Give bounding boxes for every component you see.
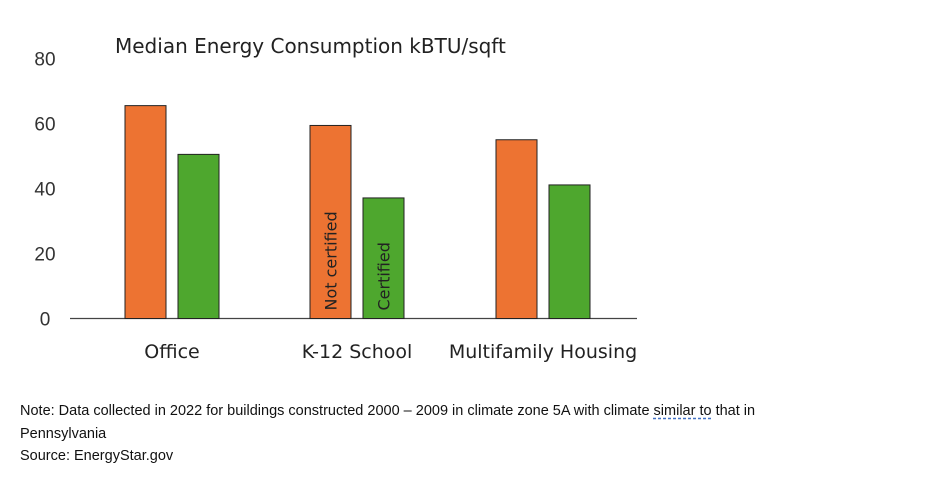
- series-label: Certified: [375, 242, 394, 310]
- y-tick-label: 80: [34, 50, 55, 71]
- source-note: Source: EnergyStar.gov: [20, 448, 174, 464]
- bar-not-certified: [124, 105, 167, 319]
- note-underlined-text: similar to: [653, 403, 712, 419]
- note-text: Note: Data collected in 2022 for buildin…: [20, 403, 654, 419]
- x-tick-label: Office: [144, 341, 199, 363]
- x-tick-label: K-12 School: [302, 341, 413, 363]
- y-tick-label: 40: [34, 180, 55, 201]
- series-label: Not certified: [322, 211, 341, 310]
- bar-not-certified: [495, 139, 538, 319]
- note-line-1: Note: Data collected in 2022 for buildin…: [20, 403, 755, 419]
- x-tick-label: Multifamily Housing: [449, 341, 637, 363]
- bar-chart: Median Energy Consumption kBTU/sqft 0 20 4…: [34, 34, 637, 363]
- note-text-end: that in: [711, 403, 756, 419]
- note-line-2: Pennsylvania: [20, 426, 107, 442]
- bar-certified: [177, 153, 220, 319]
- bar-not-certified: [309, 124, 352, 319]
- y-tick-label: 0: [40, 310, 51, 331]
- bar-certified: [362, 197, 405, 319]
- chart-title: Median Energy Consumption kBTU/sqft: [115, 34, 506, 58]
- y-tick-label: 60: [34, 115, 55, 136]
- bar-certified: [548, 184, 591, 319]
- y-tick-label: 20: [34, 245, 55, 266]
